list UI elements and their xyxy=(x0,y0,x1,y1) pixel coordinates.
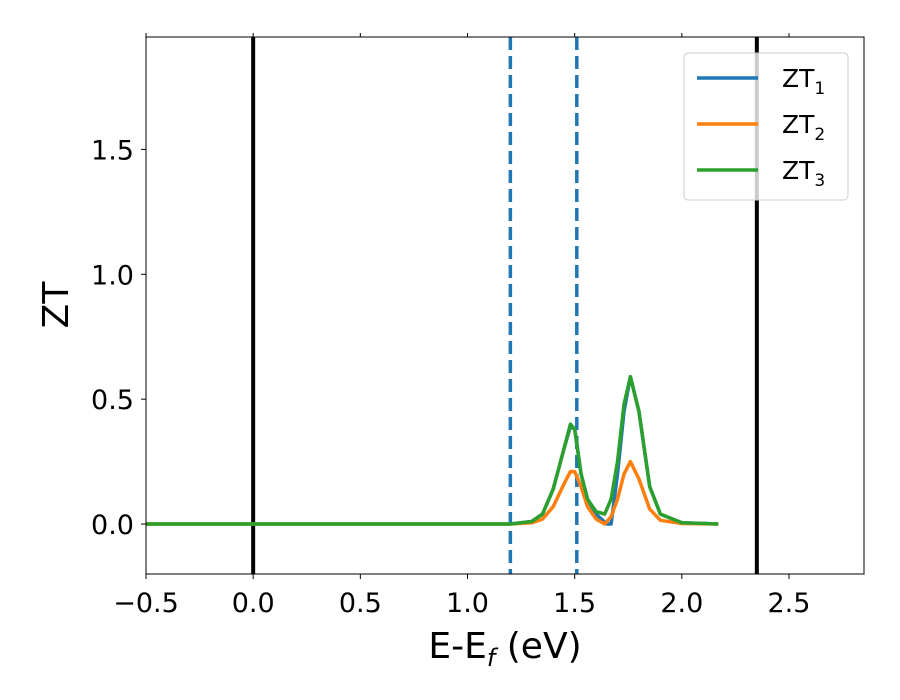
legend-label-subscript: 1 xyxy=(814,79,825,99)
legend-label-main: ZT xyxy=(782,64,815,93)
y-tick-label: 1.5 xyxy=(91,135,134,166)
legend-label-3: ZT3 xyxy=(782,156,825,191)
legend-label-2: ZT2 xyxy=(782,110,825,145)
series-line-2 xyxy=(146,459,719,526)
x-tick-label: −0.5 xyxy=(113,588,179,619)
y-tick-label: 0.5 xyxy=(91,385,134,416)
x-tick-label: 1.0 xyxy=(446,588,489,619)
x-tick-label: 2.0 xyxy=(660,588,703,619)
legend-label-subscript: 2 xyxy=(814,125,825,145)
x-axis-label: E-Ef (eV) xyxy=(428,626,581,672)
legend-label-subscript: 3 xyxy=(814,171,825,191)
x-tick-label: 1.5 xyxy=(553,588,596,619)
x-tick-label: 0.5 xyxy=(339,588,382,619)
x-axis-label-unit: (eV) xyxy=(495,626,581,667)
x-axis-label-main: E-E xyxy=(428,626,486,667)
legend-label-main: ZT xyxy=(782,110,815,139)
legend-label-main: ZT xyxy=(782,156,815,185)
series-lines xyxy=(146,374,719,526)
x-axis-ticks: −0.5 0.0 0.5 1.0 1.5 2.0 2.5 xyxy=(113,33,810,619)
x-tick-label: 2.5 xyxy=(768,588,811,619)
legend-label-1: ZT1 xyxy=(782,64,825,99)
y-axis-label: ZT xyxy=(36,281,77,329)
y-tick-label: 1.0 xyxy=(91,260,134,291)
y-axis-ticks: 0.0 0.5 1.0 1.5 xyxy=(91,135,146,541)
y-tick-label: 0.0 xyxy=(91,510,134,541)
series-line-3 xyxy=(146,374,719,526)
legend-box xyxy=(683,52,849,201)
plot-frame xyxy=(145,36,865,575)
x-tick-label: 0.0 xyxy=(232,588,275,619)
